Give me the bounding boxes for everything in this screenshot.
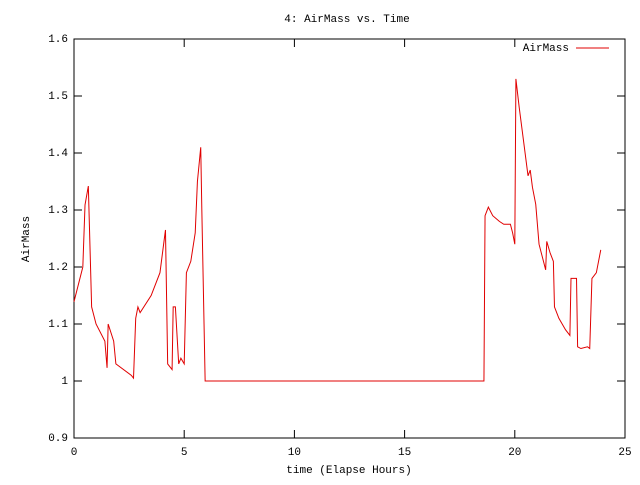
y-tick-label: 1.6 <box>48 34 68 46</box>
x-tick-label: 25 <box>618 447 631 459</box>
y-tick-label: 1.1 <box>48 319 68 331</box>
x-tick-label: 20 <box>508 447 521 459</box>
x-tick-label: 15 <box>398 447 411 459</box>
plot-border <box>73 38 626 439</box>
y-tick-label: 1.5 <box>48 91 68 103</box>
y-tick-label: 1.3 <box>48 205 68 217</box>
x-tick-label: 10 <box>288 447 301 459</box>
data-line <box>73 78 602 382</box>
x-axis-label: time (Elapse Hours) <box>286 465 411 477</box>
y-tick-label: 1 <box>61 376 68 388</box>
chart-title: 4: AirMass vs. Time <box>284 14 409 26</box>
x-tick-label: 5 <box>181 447 188 459</box>
legend-label: AirMass <box>523 43 569 55</box>
y-tick-label: 1.2 <box>48 262 68 274</box>
y-axis-label: AirMass <box>21 216 33 262</box>
x-tick-label: 0 <box>71 447 78 459</box>
y-tick-label: 1.4 <box>48 148 68 160</box>
y-tick-label: 0.9 <box>48 433 68 445</box>
